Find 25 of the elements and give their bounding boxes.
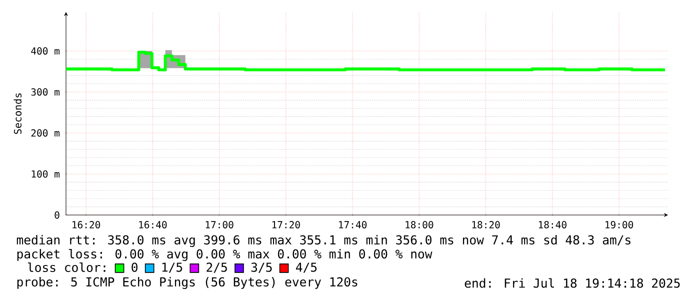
x-tick-label: 17:00 (206, 221, 234, 228)
y-tick-label: 300 m (31, 88, 60, 96)
legend-title: loss color: (28, 262, 106, 272)
y-axis-title: Seconds (14, 93, 22, 134)
legend-label: 1/5 (162, 262, 182, 273)
legend-label: 0 (132, 262, 138, 272)
x-tick-label: 18:40 (538, 221, 566, 228)
text: packet loss: 0.00 % avg 0.00 % max 0.00 % min 0.00 % now (17, 248, 432, 262)
y-tick-label: 0 (54, 211, 60, 219)
x-tick-label: 17:40 (339, 221, 367, 228)
text: median rtt: 358.0 ms avg 399.6 ms max 355.1 ms min 356.0 ms now 7.4 ms sd 48.3 am/s (16, 235, 630, 247)
x-tick-label: 18:00 (406, 221, 434, 228)
y-tick-label: 400 m (31, 47, 60, 55)
text: probe: 5 ICMP Echo Pings (56 Bytes) every 120s (17, 277, 358, 289)
x-tick-label: 18:20 (472, 221, 500, 228)
y-tick-label: 200 m (31, 129, 60, 137)
x-tick-label: 16:20 (72, 221, 100, 228)
x-tick-label: 19:00 (606, 221, 634, 228)
x-tick-label: 17:20 (272, 221, 300, 228)
legend-label: 2/5 (206, 262, 227, 273)
y-tick-label: 100 m (32, 170, 60, 178)
legend-label: 4/5 (296, 262, 317, 273)
text: end: Fri Jul 18 19:14:18 2025 (464, 278, 680, 288)
legend-label: 3/5 (251, 262, 272, 273)
x-tick-label: 16:40 (139, 221, 167, 228)
